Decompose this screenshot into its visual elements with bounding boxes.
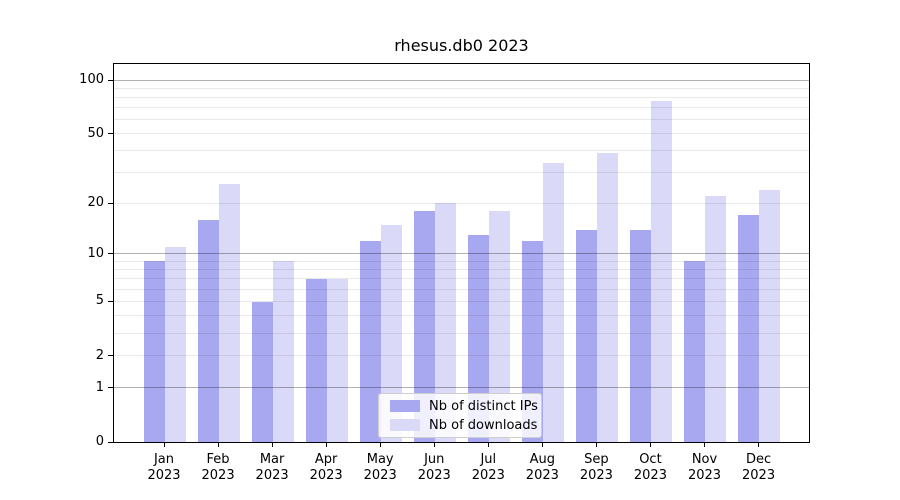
legend-label-distinct-ips: Nb of distinct IPs — [429, 398, 538, 414]
bar-downloads-may — [380, 224, 402, 442]
bar-distinct-ips-aug — [521, 240, 543, 442]
legend: Nb of distinct IPs Nb of downloads — [378, 393, 542, 438]
bar-distinct-ips-dec — [738, 215, 760, 442]
x-tick-mark-dec — [758, 443, 760, 447]
bar-downloads-nov — [705, 196, 726, 442]
bar-distinct-ips-oct — [629, 229, 651, 442]
x-tick-label-nov: Nov 2023 — [687, 452, 722, 483]
gridline-8 — [114, 269, 809, 271]
bar-downloads-jun — [434, 203, 456, 442]
y-tick-mark-5 — [108, 300, 113, 302]
bar-downloads-apr — [326, 278, 348, 442]
x-tick-label-feb: Feb 2023 — [201, 452, 235, 483]
y-tick-mark-1 — [108, 387, 113, 389]
bar-distinct-ips-nov — [684, 261, 705, 442]
x-tick-label-jun: Jun 2023 — [417, 452, 451, 483]
bar-downloads-jan — [164, 247, 186, 442]
bar-downloads-sep — [596, 152, 618, 442]
x-tick-mark-mar — [271, 443, 273, 447]
gridline-3 — [114, 332, 809, 334]
y-tick-label-10: 10 — [87, 245, 104, 261]
bar-downloads-oct — [650, 101, 672, 442]
y-tick-mark-10 — [108, 253, 113, 255]
bar-distinct-ips-may — [359, 240, 381, 442]
x-tick-label-aug: Aug 2023 — [525, 452, 559, 483]
x-tick-label-dec: Dec 2023 — [742, 452, 776, 483]
y-tick-label-50: 50 — [87, 125, 104, 141]
x-tick-mark-jul — [487, 443, 489, 447]
x-tick-mark-nov — [704, 443, 705, 447]
gridline-90 — [114, 87, 809, 89]
gridline-1 — [114, 387, 809, 389]
bar-distinct-ips-feb — [197, 219, 219, 442]
chart-title: rhesus.db0 2023 — [394, 36, 529, 55]
gridline-7 — [114, 278, 809, 280]
legend-label-downloads: Nb of downloads — [429, 417, 538, 433]
gridline-50 — [114, 133, 809, 135]
y-tick-label-20: 20 — [87, 195, 104, 211]
bar-distinct-ips-jun — [413, 211, 435, 442]
bar-distinct-ips-jul — [467, 235, 489, 442]
bar-downloads-dec — [759, 189, 781, 442]
x-tick-label-jan: Jan 2023 — [147, 452, 181, 483]
y-tick-label-2: 2 — [95, 347, 104, 363]
x-tick-label-mar: Mar 2023 — [255, 452, 289, 483]
gridline-5 — [114, 300, 809, 302]
gridline-2 — [114, 355, 809, 357]
x-tick-mark-oct — [649, 443, 651, 447]
legend-swatch-downloads — [390, 419, 420, 431]
gridline-100 — [114, 79, 809, 81]
plot-area — [113, 63, 810, 443]
bar-downloads-mar — [272, 261, 294, 442]
y-tick-mark-0 — [108, 441, 113, 443]
legend-swatch-distinct-ips — [390, 400, 420, 412]
x-tick-mark-aug — [541, 443, 543, 447]
legend-entry-downloads: Nb of downloads — [390, 418, 537, 433]
bar-downloads-aug — [542, 163, 564, 442]
x-tick-mark-feb — [217, 443, 219, 447]
gridline-9 — [114, 260, 809, 262]
gridline-4 — [114, 315, 809, 317]
gridline-6 — [114, 288, 809, 290]
gridline-60 — [114, 119, 809, 121]
legend-entry-distinct-ips: Nb of distinct IPs — [390, 399, 538, 414]
x-tick-mark-jun — [433, 443, 435, 447]
y-tick-label-100: 100 — [79, 72, 104, 88]
gridline-80 — [114, 96, 809, 98]
x-tick-mark-jan — [163, 443, 165, 447]
x-tick-label-oct: Oct 2023 — [633, 452, 667, 483]
x-tick-mark-may — [379, 443, 381, 447]
bar-distinct-ips-mar — [251, 301, 273, 442]
y-tick-mark-100 — [108, 79, 113, 81]
gridline-20 — [114, 202, 809, 204]
x-tick-mark-sep — [595, 443, 597, 447]
bar-downloads-feb — [218, 183, 240, 442]
y-tick-label-0: 0 — [95, 434, 104, 449]
x-tick-label-jul: Jul 2023 — [471, 452, 505, 483]
y-tick-mark-2 — [108, 355, 113, 357]
gridline-10 — [114, 253, 809, 255]
y-tick-label-5: 5 — [95, 293, 104, 309]
y-tick-mark-20 — [108, 202, 113, 204]
gridline-30 — [114, 172, 809, 174]
bar-distinct-ips-apr — [305, 278, 327, 442]
bar-distinct-ips-jan — [143, 261, 165, 442]
gridline-40 — [114, 150, 809, 152]
y-tick-label-1: 1 — [95, 379, 104, 395]
x-tick-mark-apr — [325, 443, 327, 447]
x-tick-label-may: May 2023 — [363, 452, 397, 483]
gridline-70 — [114, 107, 809, 109]
x-tick-label-apr: Apr 2023 — [309, 452, 343, 483]
bar-distinct-ips-sep — [575, 229, 597, 442]
bar-downloads-jul — [488, 211, 510, 442]
x-tick-label-sep: Sep 2023 — [579, 452, 613, 483]
y-tick-mark-50 — [108, 133, 113, 135]
